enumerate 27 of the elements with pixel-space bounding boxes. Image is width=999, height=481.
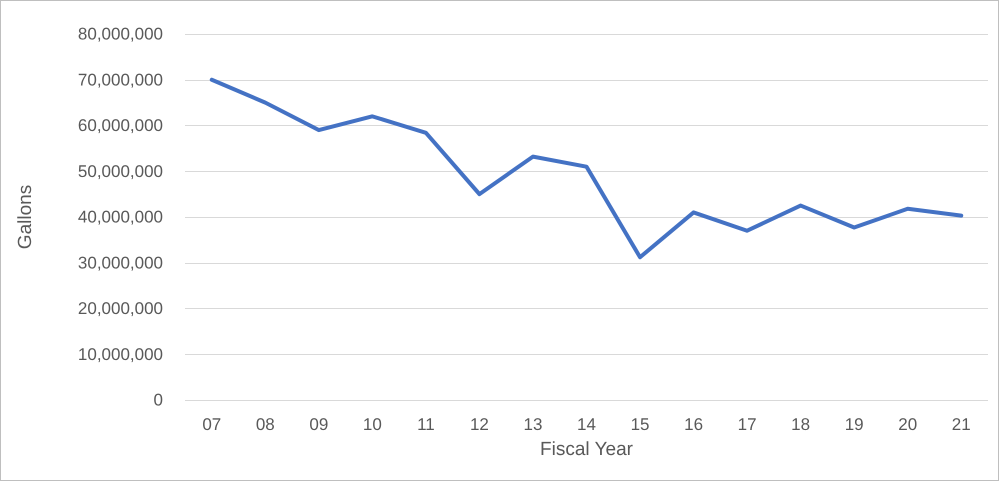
y-tick-label: 40,000,000 <box>78 208 163 226</box>
line-series <box>210 78 964 260</box>
x-tick-label: 14 <box>577 415 596 434</box>
x-tick-label: 18 <box>791 415 810 434</box>
y-tick-label: 60,000,000 <box>78 116 163 135</box>
x-tick-label: 08 <box>256 415 275 434</box>
y-tick-label: 20,000,000 <box>78 299 163 318</box>
y-tick-label: 30,000,000 <box>78 253 163 272</box>
x-tick-label: 07 <box>202 415 222 434</box>
x-tick-label: 10 <box>362 415 382 434</box>
x-tick-label: 16 <box>684 415 704 434</box>
x-tick-label: 17 <box>738 415 757 434</box>
y-tick-label: 80,000,000 <box>78 24 163 44</box>
x-tick-label: 20 <box>898 415 918 434</box>
y-tick-label: 50,000,000 <box>78 162 163 181</box>
x-tick-label: 12 <box>470 415 489 434</box>
y-tick-label: 0 <box>154 390 163 410</box>
y-tick-label: 70,000,000 <box>78 70 163 90</box>
x-tick-label: 19 <box>844 415 864 434</box>
x-tick-label: 15 <box>630 415 650 434</box>
y-tick-label: 10,000,000 <box>78 344 163 364</box>
x-tick-label: 11 <box>417 415 435 434</box>
x-axis-title: Fiscal Year <box>540 439 634 460</box>
x-tick-label: 13 <box>524 415 542 434</box>
x-tick-label: 21 <box>952 415 971 434</box>
x-tick-label: 09 <box>309 415 328 434</box>
y-axis-title: Gallons <box>15 184 36 250</box>
